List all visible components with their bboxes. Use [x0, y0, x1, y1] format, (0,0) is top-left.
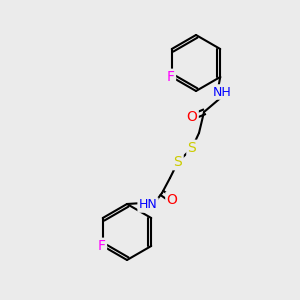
Text: S: S — [174, 155, 182, 169]
Text: S: S — [188, 141, 196, 155]
Text: O: O — [187, 110, 197, 124]
Text: F: F — [98, 239, 106, 253]
Text: NH: NH — [213, 85, 231, 98]
Text: HN: HN — [139, 199, 158, 212]
Text: F: F — [167, 70, 175, 84]
Text: O: O — [167, 193, 177, 207]
